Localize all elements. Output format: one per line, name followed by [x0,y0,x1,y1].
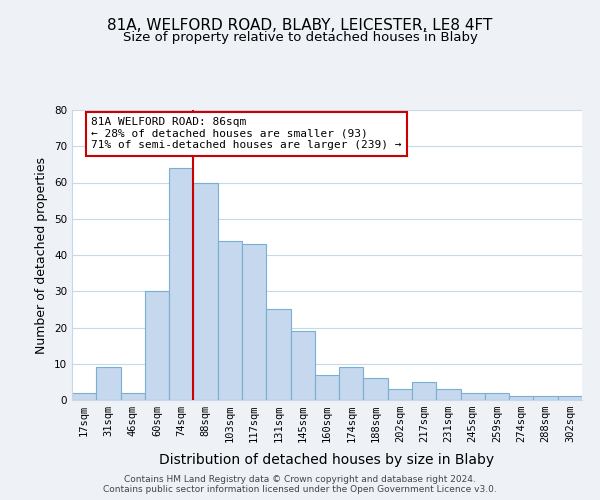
Bar [242,244,266,400]
Bar [364,378,388,400]
Bar [509,396,533,400]
Text: 81A, WELFORD ROAD, BLABY, LEICESTER, LE8 4FT: 81A, WELFORD ROAD, BLABY, LEICESTER, LE8… [107,18,493,32]
Bar [145,291,169,400]
Bar [412,382,436,400]
Text: Contains HM Land Registry data © Crown copyright and database right 2024.
Contai: Contains HM Land Registry data © Crown c… [103,474,497,494]
Bar [388,389,412,400]
Bar [72,393,96,400]
Bar [96,368,121,400]
Bar [485,393,509,400]
Bar [290,331,315,400]
Text: 81A WELFORD ROAD: 86sqm
← 28% of detached houses are smaller (93)
71% of semi-de: 81A WELFORD ROAD: 86sqm ← 28% of detache… [91,117,402,150]
Bar [339,368,364,400]
Bar [315,374,339,400]
Bar [533,396,558,400]
Bar [169,168,193,400]
Bar [193,182,218,400]
X-axis label: Distribution of detached houses by size in Blaby: Distribution of detached houses by size … [160,454,494,468]
Bar [266,310,290,400]
Bar [218,240,242,400]
Bar [558,396,582,400]
Bar [121,393,145,400]
Text: Size of property relative to detached houses in Blaby: Size of property relative to detached ho… [122,31,478,44]
Bar [436,389,461,400]
Y-axis label: Number of detached properties: Number of detached properties [35,156,49,354]
Bar [461,393,485,400]
